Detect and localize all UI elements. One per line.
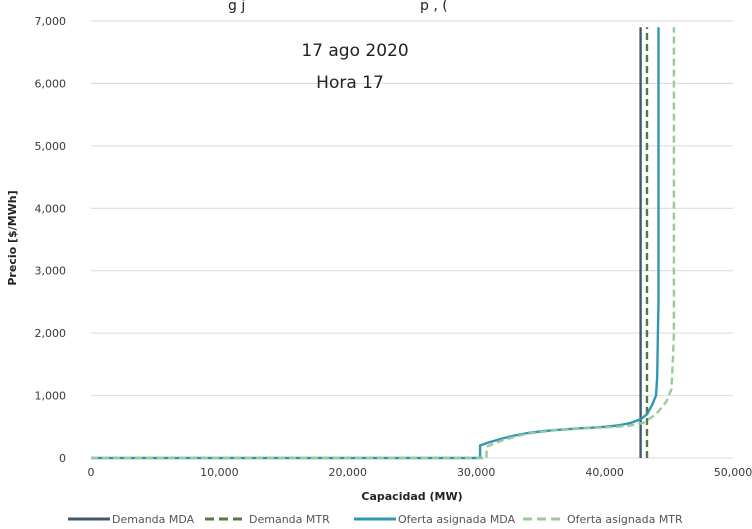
series-line xyxy=(91,27,660,460)
chart-title-fragment: g j xyxy=(228,0,245,14)
y-tick-label: 4,000 xyxy=(35,202,67,215)
legend-label: Oferta asignada MTR xyxy=(567,513,683,526)
y-tick-label: 0 xyxy=(59,452,66,465)
y-tick-label: 6,000 xyxy=(35,77,67,90)
series-line xyxy=(91,27,676,460)
x-tick-label: 20,000 xyxy=(329,466,368,479)
annotation-hour: Hora 17 xyxy=(316,73,384,93)
annotation-date: 17 ago 2020 xyxy=(301,41,408,61)
legend-label: Demanda MDA xyxy=(112,513,195,526)
y-axis-title: Precio [$/MWh] xyxy=(6,190,19,285)
chart-title-fragment-2: p , ( xyxy=(420,0,448,14)
y-axis-ticks: 0 1,000 2,000 3,000 4,000 5,000 6,000 7,000 xyxy=(35,15,67,465)
x-tick-label: 30,000 xyxy=(457,466,496,479)
x-axis-title: Capacidad (MW) xyxy=(361,490,462,503)
y-tick-label: 3,000 xyxy=(35,265,67,278)
legend-label: Oferta asignada MDA xyxy=(398,513,516,526)
y-tick-label: 7,000 xyxy=(35,15,67,28)
legend: Demanda MDA Demanda MTR Oferta asignada MD… xyxy=(68,513,683,526)
legend-label: Demanda MTR xyxy=(249,513,330,526)
gridlines xyxy=(91,20,733,459)
y-tick-label: 5,000 xyxy=(35,140,67,153)
series-lines xyxy=(91,27,676,460)
y-tick-label: 1,000 xyxy=(35,390,67,403)
y-tick-label: 2,000 xyxy=(35,327,67,340)
x-tick-label: 50,000 xyxy=(714,466,752,479)
x-axis-ticks: 0 10,000 20,000 30,000 40,000 50,000 xyxy=(88,466,752,479)
x-tick-label: 0 xyxy=(88,466,95,479)
x-tick-label: 10,000 xyxy=(200,466,239,479)
x-tick-label: 40,000 xyxy=(585,466,624,479)
